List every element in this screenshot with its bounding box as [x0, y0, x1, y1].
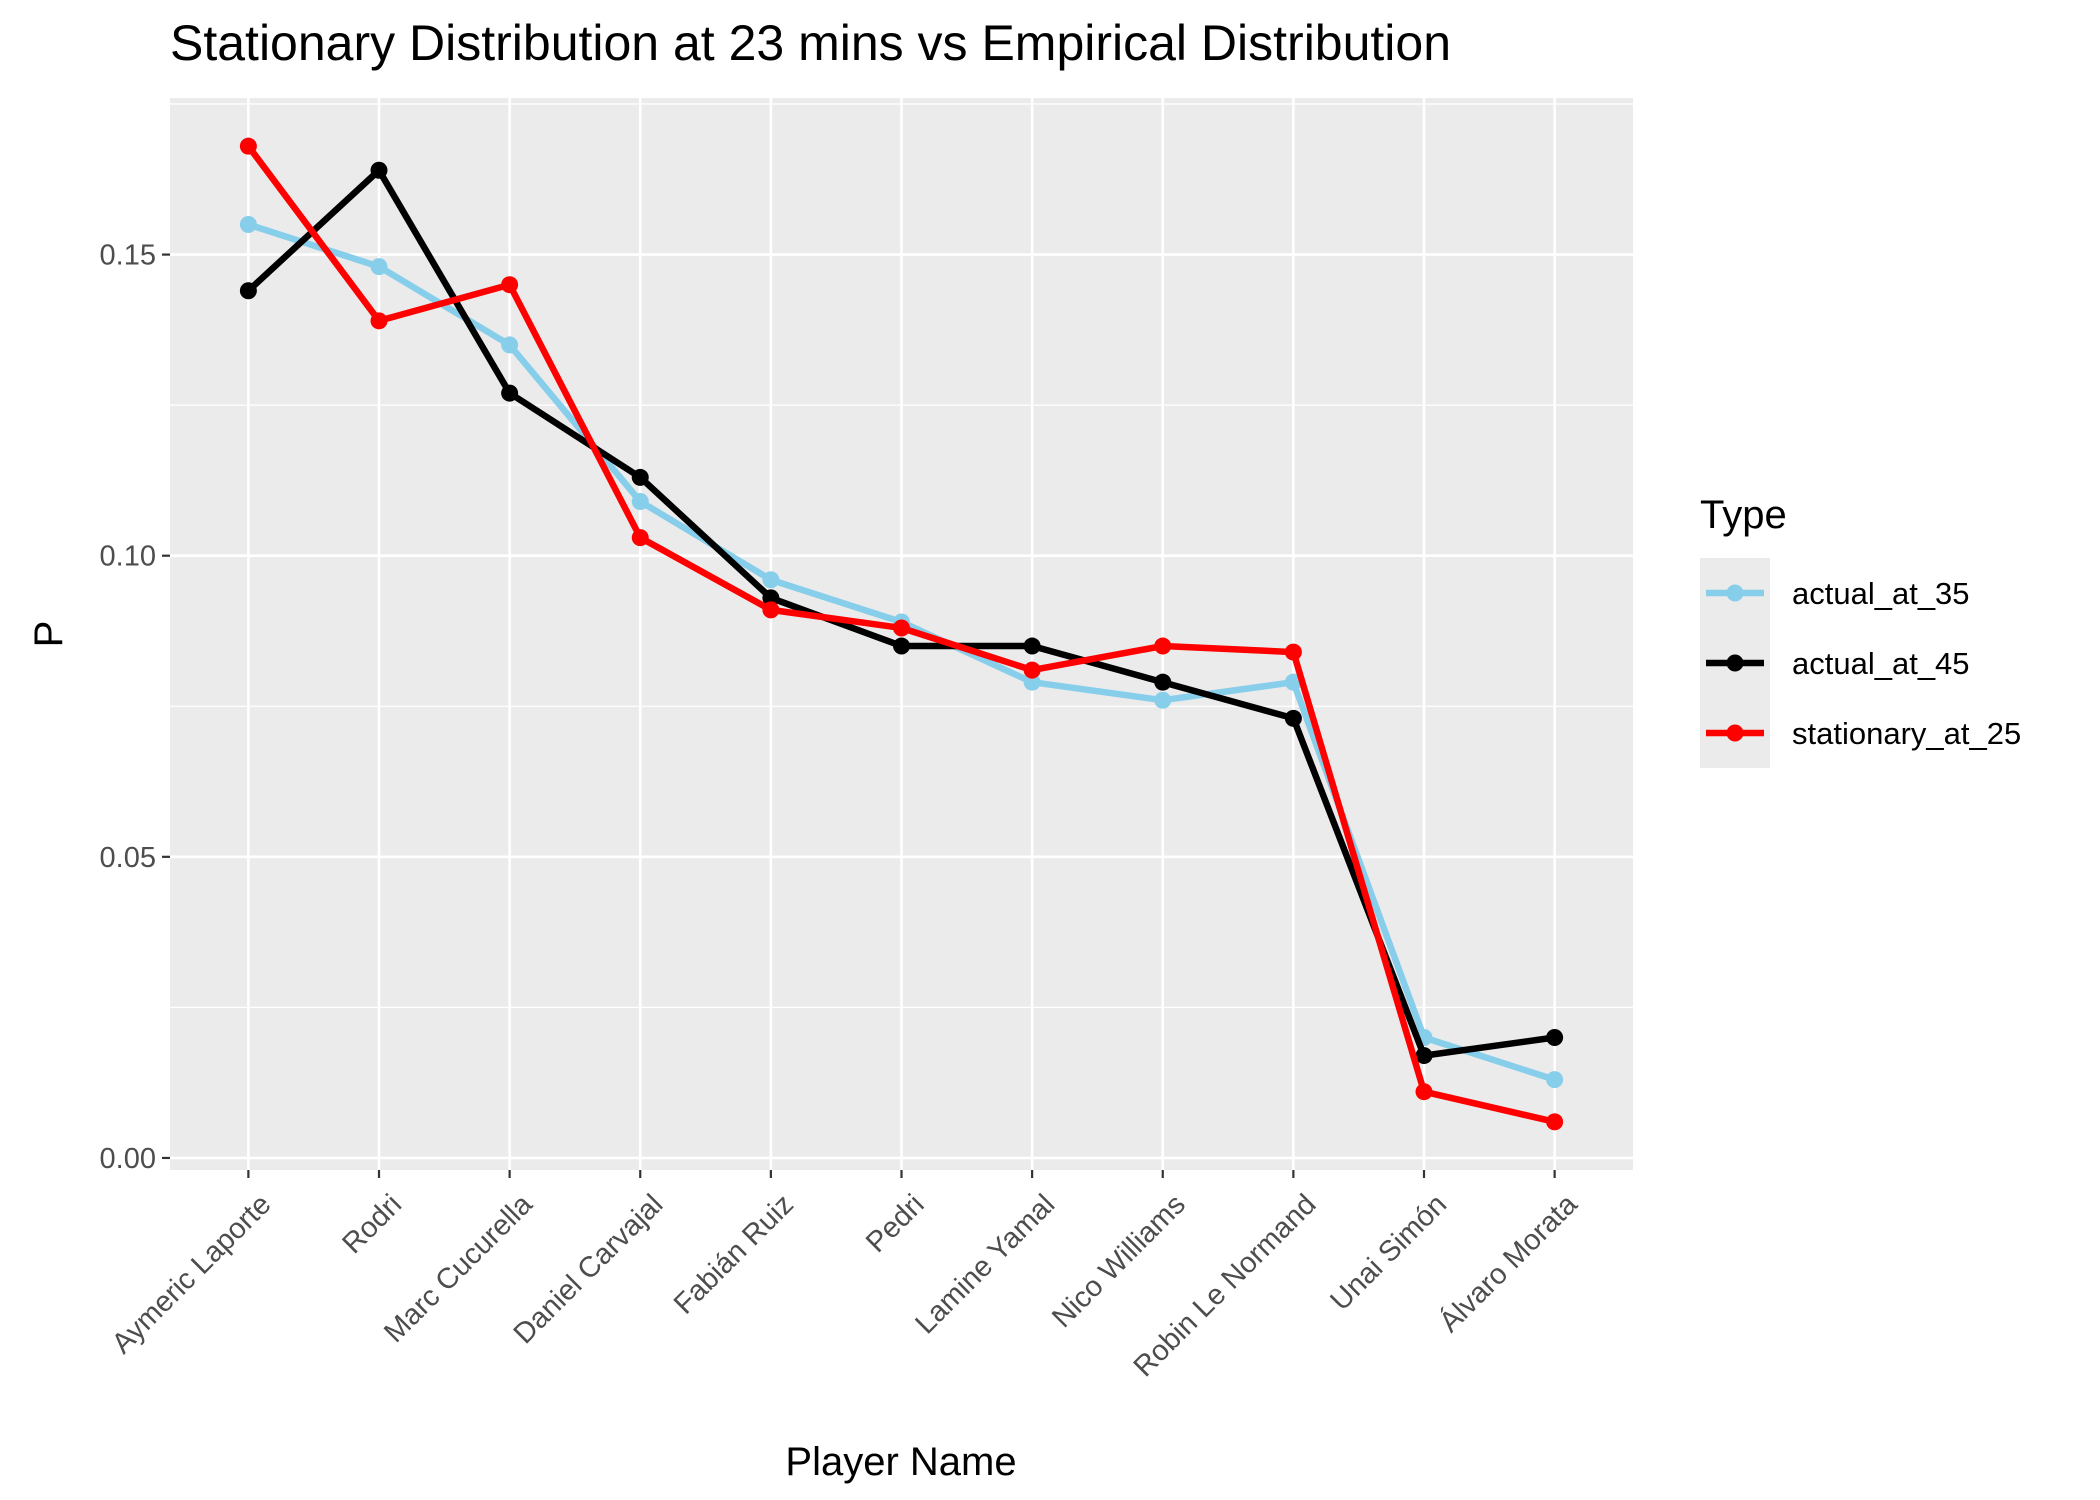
chart-title: Stationary Distribution at 23 mins vs Em…	[170, 15, 1451, 71]
data-point	[239, 215, 257, 233]
x-tick-label: Unai Simón	[1324, 1188, 1453, 1317]
x-tick-label: Fabián Ruiz	[668, 1188, 800, 1320]
data-point	[1023, 661, 1041, 679]
x-tick-label: Álvaro Morata	[1433, 1187, 1585, 1339]
data-point	[1284, 673, 1302, 691]
data-point	[762, 589, 780, 607]
legend-key-point	[1726, 584, 1744, 602]
data-point	[370, 161, 388, 179]
data-point	[762, 571, 780, 589]
x-axis-title: Player Name	[785, 1440, 1016, 1484]
x-tick-label: Lamine Yamal	[909, 1188, 1061, 1340]
data-point	[239, 282, 257, 300]
x-tick-label: Rodri	[336, 1188, 408, 1260]
legend-label: stationary_at_25	[1792, 716, 2021, 751]
x-tick-label: Aymeric Laporte	[106, 1188, 278, 1360]
legend-item: stationary_at_25	[1700, 698, 2021, 768]
data-point	[501, 276, 519, 294]
data-point	[1154, 673, 1172, 691]
data-point	[631, 468, 649, 486]
data-point	[370, 258, 388, 276]
data-point	[762, 601, 780, 619]
data-point	[631, 529, 649, 547]
y-axis-title: P	[27, 621, 71, 648]
series-stationary_at_25	[239, 137, 1564, 1131]
data-point	[1154, 691, 1172, 709]
legend-key-point	[1726, 724, 1744, 742]
data-point	[370, 312, 388, 330]
data-point	[893, 637, 910, 655]
data-point	[1023, 673, 1041, 691]
data-point	[631, 493, 649, 511]
data-point	[1415, 1047, 1433, 1065]
data-point	[1546, 1071, 1564, 1089]
data-point	[1284, 709, 1302, 727]
x-tick-label: Nico Williams	[1046, 1188, 1192, 1334]
y-tick-label: 0.10	[100, 541, 156, 573]
data-point	[1546, 1113, 1564, 1131]
data-point	[501, 384, 519, 402]
y-tick-label: 0.05	[100, 842, 156, 874]
data-point	[1415, 1083, 1433, 1101]
series-actual_at_45	[239, 161, 1564, 1065]
data-point	[1284, 643, 1302, 661]
legend-label: actual_at_45	[1792, 646, 1970, 681]
series-layer	[239, 137, 1564, 1131]
y-axis: 0.00 0.05 0.10 0.15	[100, 240, 170, 1175]
legend-key-point	[1726, 654, 1744, 672]
y-tick-label: 0.00	[100, 1143, 156, 1175]
data-point	[1546, 1029, 1564, 1047]
legend: Type actual_at_35 actual_at_45 stationary_…	[1700, 493, 2021, 768]
y-tick-label: 0.15	[100, 240, 156, 272]
x-tick-label: Pedri	[860, 1188, 931, 1259]
legend-item: actual_at_45	[1700, 628, 1970, 698]
data-point	[1154, 637, 1172, 655]
data-point	[501, 336, 519, 354]
data-point	[1023, 637, 1041, 655]
grid	[170, 98, 1633, 1170]
data-point	[893, 619, 910, 637]
data-point	[239, 137, 257, 155]
legend-title: Type	[1700, 493, 1787, 537]
legend-label: actual_at_35	[1792, 576, 1970, 611]
legend-item: actual_at_35	[1700, 558, 1970, 628]
